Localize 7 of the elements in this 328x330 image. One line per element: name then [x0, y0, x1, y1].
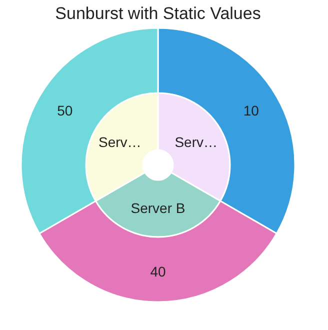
data-label: 40: [150, 264, 166, 280]
text: Sunburst with Static Values: [55, 4, 261, 23]
category-label: Server B: [130, 200, 186, 216]
category-label: Serv…: [98, 134, 142, 150]
data-label: 10: [243, 102, 260, 118]
data-label: 50: [57, 102, 73, 118]
category-label: Serv…: [174, 134, 218, 150]
